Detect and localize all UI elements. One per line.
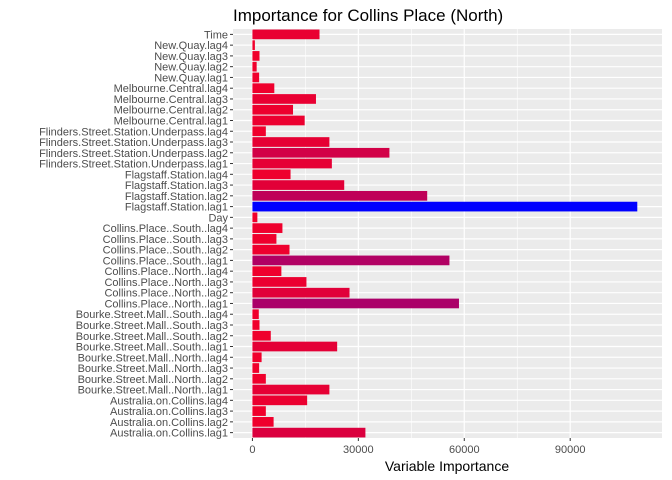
y-tick-label: Bourke.Street.Mall..North..lag3	[78, 363, 228, 375]
y-tick-label: Collins.Place..North..lag3	[104, 277, 228, 289]
y-tick-label: Melbourne.Central.lag3	[114, 94, 228, 106]
y-tick-label: Collins.Place..South..lag2	[103, 245, 228, 257]
bar	[252, 244, 290, 255]
bar	[252, 384, 330, 395]
y-tick-label: New.Quay.lag3	[154, 51, 228, 63]
bar	[252, 40, 255, 50]
y-tick-label: Collins.Place..South..lag4	[103, 223, 228, 235]
y-tick-label: Bourke.Street.Mall..South..lag4	[76, 309, 228, 321]
bar	[252, 406, 266, 416]
y-tick-label: Collins.Place..South..lag3	[103, 234, 228, 246]
bar	[252, 137, 330, 147]
x-axis-label: Variable Importance	[385, 458, 509, 474]
x-tick-label: 0	[249, 444, 255, 456]
plot-panel	[233, 29, 662, 438]
bar	[252, 61, 257, 72]
y-tick-label: Collins.Place..South..lag1	[103, 255, 228, 267]
bar	[252, 83, 275, 94]
bar	[252, 234, 277, 244]
y-tick-label: Australia.on.Collins.lag1	[110, 428, 228, 440]
grid-lines	[233, 29, 662, 438]
bar	[252, 373, 266, 384]
bar	[252, 72, 260, 83]
bar	[252, 180, 345, 190]
y-tick-label: Collins.Place..North..lag2	[104, 288, 228, 300]
y-tick-label: Flagstaff.Station.lag2	[125, 191, 228, 203]
bar	[252, 51, 260, 61]
y-tick-label: Day	[208, 212, 228, 224]
x-axis-ticks: 0 30000 60000 90000	[249, 438, 585, 456]
y-tick-label: Collins.Place..North..lag1	[104, 298, 228, 310]
y-tick-label: Melbourne.Central.lag4	[114, 83, 228, 95]
x-tick-label: 60000	[449, 444, 480, 456]
x-tick-label: 90000	[555, 444, 586, 456]
bar	[252, 126, 266, 137]
y-tick-label: Flinders.Street.Station.Underpass.lag4	[39, 126, 228, 138]
bar	[252, 427, 366, 438]
y-tick-label: Flinders.Street.Station.Underpass.lag1	[39, 159, 228, 171]
bars	[252, 29, 638, 438]
bar	[252, 169, 291, 180]
y-tick-label: Bourke.Street.Mall..North..lag4	[78, 352, 228, 364]
x-tick-label: 30000	[343, 444, 374, 456]
y-tick-label: Australia.on.Collins.lag3	[110, 406, 228, 418]
bar	[252, 115, 305, 126]
bar	[252, 330, 271, 341]
bar	[252, 341, 338, 352]
y-tick-label: Flinders.Street.Station.Underpass.lag2	[39, 148, 228, 160]
bar	[252, 223, 283, 233]
bar	[252, 417, 274, 427]
bar	[252, 29, 320, 40]
bar	[252, 352, 262, 363]
bar	[252, 212, 258, 223]
y-tick-label: New.Quay.lag2	[154, 62, 228, 74]
y-tick-label: Melbourne.Central.lag1	[114, 115, 228, 127]
y-tick-label: New.Quay.lag4	[154, 40, 228, 52]
chart-title: Importance for Collins Place (North)	[233, 6, 503, 25]
y-tick-label: Bourke.Street.Mall..South..lag2	[76, 331, 228, 343]
bar	[252, 277, 307, 287]
bar	[252, 395, 308, 406]
bar	[252, 363, 260, 373]
bar	[252, 190, 428, 201]
bar	[252, 147, 390, 158]
bar	[252, 255, 450, 266]
bar	[252, 158, 332, 169]
bar	[252, 266, 282, 277]
bar	[252, 298, 459, 309]
bar	[252, 201, 638, 212]
y-tick-label: Flagstaff.Station.lag4	[125, 169, 228, 181]
y-tick-label: Flinders.Street.Station.Underpass.lag3	[39, 137, 228, 149]
bar	[252, 287, 350, 298]
y-tick-label: Bourke.Street.Mall..South..lag1	[76, 342, 228, 354]
y-tick-label: Flagstaff.Station.lag3	[125, 180, 228, 192]
y-tick-label: Bourke.Street.Mall..North..lag2	[78, 374, 228, 386]
y-tick-label: Australia.on.Collins.lag4	[110, 395, 228, 407]
bar	[252, 320, 260, 330]
y-axis-labels: TimeNew.Quay.lag4New.Quay.lag3New.Quay.l…	[39, 29, 233, 440]
y-tick-label: New.Quay.lag1	[154, 72, 228, 84]
bar	[252, 104, 294, 115]
bar	[252, 94, 316, 104]
y-tick-label: Collins.Place..North..lag4	[104, 266, 228, 278]
y-tick-label: Bourke.Street.Mall..North..lag1	[78, 385, 228, 397]
y-tick-label: Melbourne.Central.lag2	[114, 105, 228, 117]
y-tick-label: Bourke.Street.Mall..South..lag3	[76, 320, 228, 332]
bar	[252, 309, 259, 320]
y-tick-label: Flagstaff.Station.lag1	[125, 202, 228, 214]
y-tick-label: Australia.on.Collins.lag2	[110, 417, 228, 429]
y-tick-label: Time	[204, 29, 228, 41]
